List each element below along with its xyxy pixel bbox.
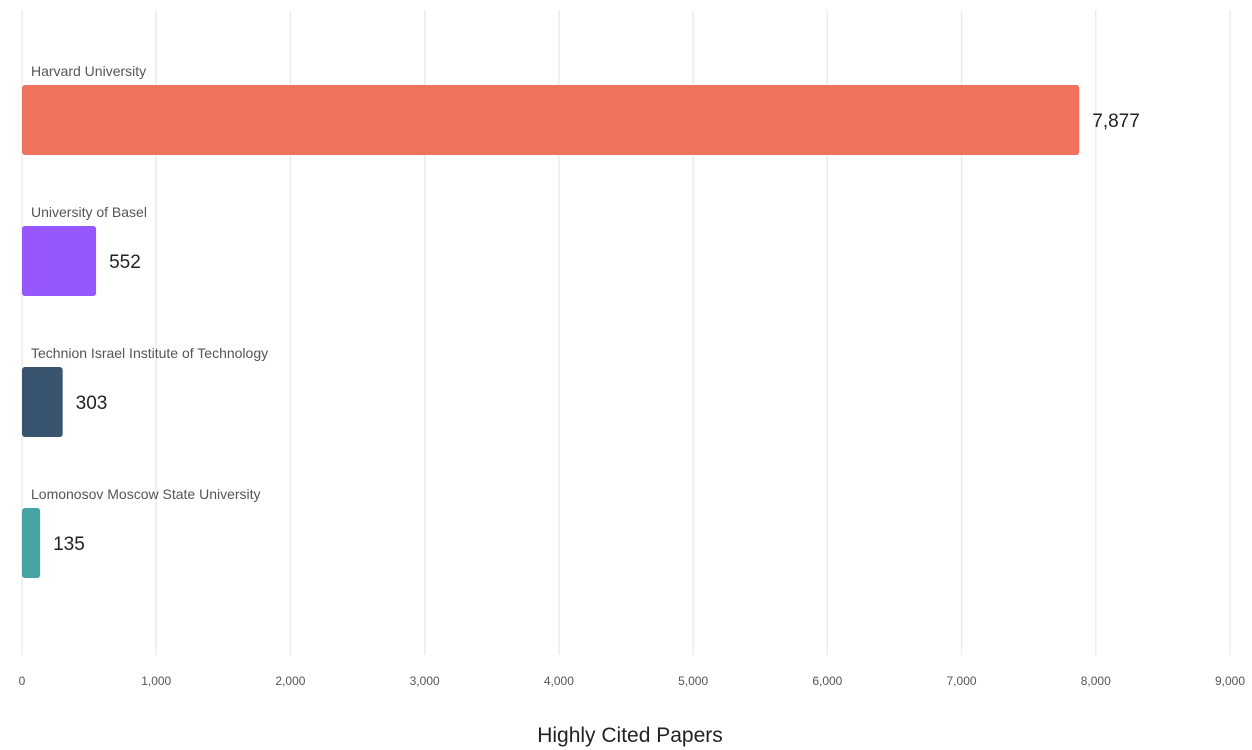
x-tick-label: 8,000 [1081,674,1111,688]
x-tick-label: 0 [19,674,26,688]
x-tick-label: 9,000 [1215,674,1245,688]
x-axis-title: Highly Cited Papers [537,724,723,747]
bar-group: Harvard University 7,877 [22,63,1140,155]
x-tick-label: 2,000 [275,674,305,688]
bar-group: Lomonosov Moscow State University 135 [22,486,261,578]
bars: Harvard University 7,877 University of Bas… [22,63,1140,578]
bar-group: University of Basel 552 [22,204,147,296]
bar [22,85,1080,155]
category-label: Lomonosov Moscow State University [31,486,261,502]
x-tick-label: 5,000 [678,674,708,688]
x-tick-label: 7,000 [947,674,977,688]
value-label: 552 [109,252,141,273]
category-label: Harvard University [31,63,146,79]
category-label: Technion Israel Institute of Technology [31,345,268,361]
x-axis-ticks: 0 1,000 2,000 3,000 4,000 5,000 6,000 7,000 8,00… [19,674,1246,688]
x-tick-label: 1,000 [141,674,171,688]
x-tick-label: 6,000 [812,674,842,688]
bar-group: Technion Israel Institute of Technology 3… [22,345,268,437]
x-tick-label: 3,000 [410,674,440,688]
bar [22,226,97,296]
x-tick-label: 4,000 [544,674,574,688]
bar [22,367,63,437]
bar [22,508,41,578]
value-label: 7,877 [1092,111,1140,132]
category-label: University of Basel [31,204,147,220]
value-label: 303 [76,393,108,414]
value-label: 135 [53,534,85,555]
